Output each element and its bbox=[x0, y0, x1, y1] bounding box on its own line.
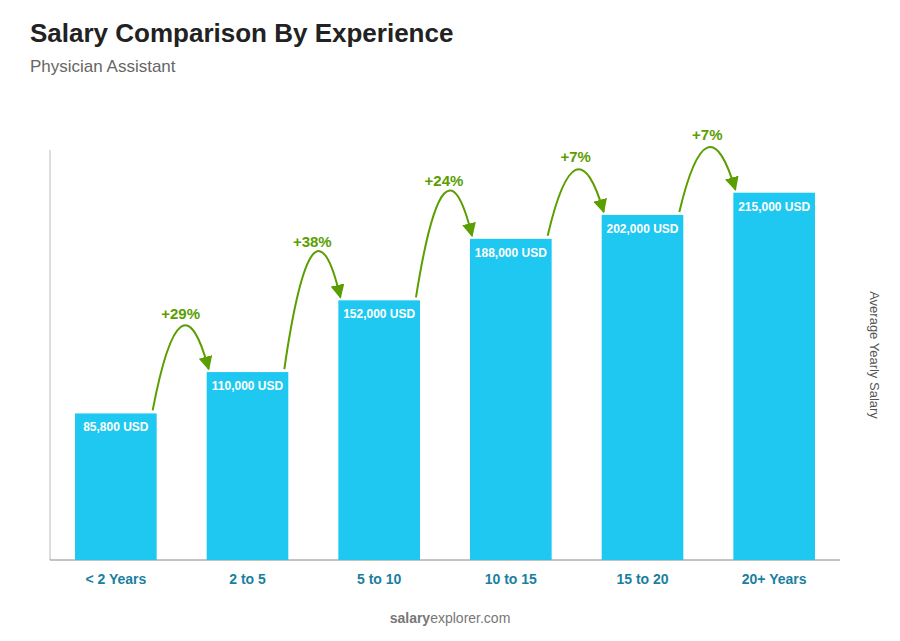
x-tick-label: 5 to 10 bbox=[357, 571, 402, 587]
x-tick-label: < 2 Years bbox=[85, 571, 146, 587]
x-axis-line bbox=[50, 560, 840, 561]
chart-container: Salary Comparison By Experience Physician… bbox=[0, 0, 900, 641]
change-arrow bbox=[416, 190, 472, 297]
data-label: 85,800 USD bbox=[83, 420, 149, 434]
data-label: 110,000 USD bbox=[212, 379, 284, 393]
change-arrow bbox=[284, 251, 340, 369]
y-axis-line bbox=[50, 150, 51, 560]
y-axis-label: Average Yearly Salary bbox=[867, 291, 882, 419]
annotation: +7% bbox=[692, 126, 722, 143]
x-tick-label: 10 to 15 bbox=[485, 571, 537, 587]
change-arrow bbox=[679, 147, 735, 212]
bar bbox=[207, 372, 289, 560]
watermark-part: explorer.com bbox=[430, 610, 510, 626]
annotation: +24% bbox=[425, 172, 464, 189]
watermark: salaryexplorer.com bbox=[390, 610, 511, 626]
x-tick-label: 20+ Years bbox=[742, 571, 807, 587]
bar bbox=[733, 193, 815, 560]
data-label: 152,000 USD bbox=[343, 307, 415, 321]
title: Salary Comparison By Experience bbox=[30, 18, 453, 48]
bar bbox=[470, 239, 552, 560]
bar bbox=[75, 413, 157, 560]
bars bbox=[75, 193, 815, 560]
change-arrow bbox=[548, 169, 604, 236]
data-label: 215,000 USD bbox=[738, 200, 810, 214]
data-label: 202,000 USD bbox=[606, 222, 678, 236]
annotation: +38% bbox=[293, 233, 332, 250]
data-label: 188,000 USD bbox=[475, 246, 547, 260]
x-tick-label: 2 to 5 bbox=[229, 571, 266, 587]
subtitle: Physician Assistant bbox=[30, 57, 176, 76]
change-arrow bbox=[153, 325, 209, 410]
bar bbox=[338, 300, 420, 560]
chart-svg: Salary Comparison By Experience Physician… bbox=[0, 0, 900, 641]
watermark-part: salary bbox=[390, 610, 431, 626]
bar bbox=[602, 215, 684, 560]
annotation: +7% bbox=[560, 148, 590, 165]
x-tick-label: 15 to 20 bbox=[616, 571, 668, 587]
annotation: +29% bbox=[161, 305, 200, 322]
